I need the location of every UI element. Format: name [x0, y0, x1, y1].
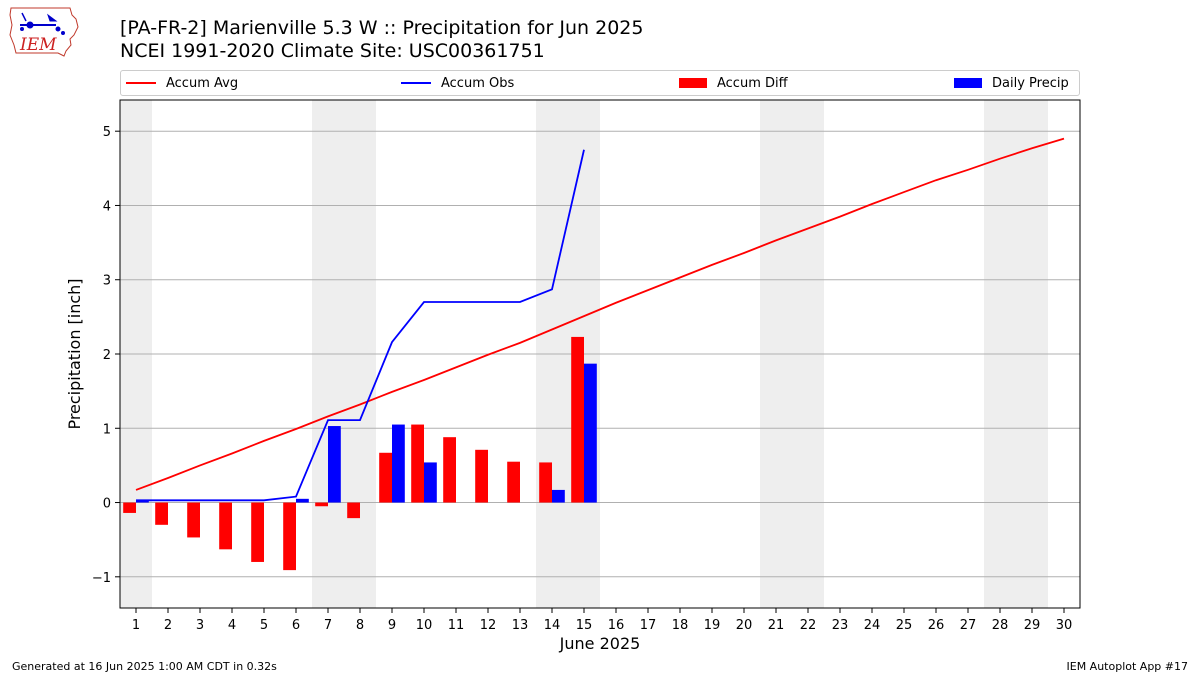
daily-precip-bar — [328, 426, 341, 503]
x-tick-label: 26 — [928, 618, 945, 633]
x-tick-label: 29 — [1024, 618, 1041, 633]
x-tick-label: 23 — [832, 618, 849, 633]
x-tick-label: 16 — [608, 618, 625, 633]
y-tick-label: −1 — [92, 571, 111, 586]
legend-swatch — [126, 82, 156, 84]
accum-diff-bar — [155, 502, 168, 525]
accum-diff-bar — [315, 502, 328, 507]
x-axis-label: June 2025 — [559, 634, 641, 653]
y-tick-label: 5 — [103, 125, 111, 140]
chart-subtitle: NCEI 1991-2020 Climate Site: USC00361751 — [120, 40, 545, 62]
iem-logo[interactable]: IEM — [8, 5, 80, 59]
grid-lines — [120, 130, 1080, 578]
accum-diff-bar — [219, 502, 232, 550]
x-tick-label: 11 — [448, 618, 465, 633]
accum-diff-bar — [379, 452, 392, 503]
x-tick-label: 9 — [388, 618, 396, 633]
legend-swatch — [954, 78, 982, 88]
weather-station-icon — [20, 12, 65, 35]
y-tick-label: 1 — [103, 422, 111, 437]
x-tick-label: 5 — [260, 618, 268, 633]
y-axis-label: Precipitation [inch] — [65, 278, 84, 429]
lines — [135, 137, 1065, 502]
y-tick-label: 2 — [103, 348, 111, 363]
x-tick-label: 30 — [1056, 618, 1073, 633]
x-tick-label: 18 — [672, 618, 689, 633]
y-tick-label: 3 — [103, 274, 111, 289]
legend-item-accum-obs[interactable]: Accum Obs — [401, 71, 514, 95]
daily-precip-bar — [424, 462, 437, 503]
y-tick-label: 4 — [103, 199, 111, 214]
x-tick-label: 4 — [228, 618, 236, 633]
daily-precip-bar — [296, 498, 309, 503]
logo-text: IEM — [19, 35, 57, 55]
accum-diff-bar — [251, 502, 264, 562]
x-tick-label: 15 — [576, 618, 593, 633]
legend-item-accum-diff[interactable]: Accum Diff — [679, 71, 788, 95]
legend-label: Accum Avg — [166, 75, 239, 91]
iowa-state-outline-icon — [9, 7, 79, 57]
accum-diff-bar — [347, 502, 360, 519]
chart-title: [PA-FR-2] Marienville 5.3 W :: Precipita… — [120, 17, 644, 39]
x-tick-label: 8 — [356, 618, 364, 633]
accum-diff-bar — [283, 502, 296, 571]
x-tick-label: 27 — [960, 618, 977, 633]
x-tick-label: 28 — [992, 618, 1009, 633]
x-tick-label: 17 — [640, 618, 657, 633]
accum-obs-line — [136, 149, 585, 502]
legend-swatch — [679, 78, 707, 88]
accum-diff-bar — [123, 502, 136, 513]
legend-label: Daily Precip — [992, 75, 1069, 91]
daily-precip-bar — [392, 424, 405, 503]
legend: Accum Avg Accum Obs Accum Diff Daily Pre… — [120, 70, 1080, 96]
legend-swatch — [401, 82, 431, 84]
x-tick-label: 21 — [768, 618, 785, 633]
x-tick-label: 3 — [196, 618, 204, 633]
x-tick-label: 19 — [704, 618, 721, 633]
daily-precip-bar — [552, 489, 565, 503]
legend-item-accum-avg[interactable]: Accum Avg — [126, 71, 238, 95]
accum-diff-bar — [443, 437, 456, 503]
accum-diff-bar — [507, 461, 520, 503]
footer-app: IEM Autoplot App #17 — [1066, 660, 1189, 673]
x-tick-label: 24 — [864, 618, 881, 633]
x-tick-label: 12 — [480, 618, 497, 633]
legend-label: Accum Obs — [441, 75, 515, 91]
accum-diff-bar — [187, 502, 200, 538]
footer-generated: Generated at 16 Jun 2025 1:00 AM CDT in … — [12, 660, 277, 673]
accum-diff-bar — [411, 424, 424, 503]
daily-precip-bar — [136, 500, 149, 503]
x-tick-label: 2 — [164, 618, 172, 633]
x-tick-label: 22 — [800, 618, 817, 633]
daily-precip-bar — [584, 363, 597, 503]
x-tick-label: 1 — [132, 618, 140, 633]
x-tick-label: 10 — [416, 618, 433, 633]
accum-diff-bar — [475, 449, 488, 503]
legend-label: Accum Diff — [717, 75, 788, 91]
x-tick-label: 25 — [896, 618, 913, 633]
accum-diff-bar — [539, 462, 552, 503]
bars — [123, 336, 597, 571]
x-tick-label: 6 — [292, 618, 300, 633]
accum-diff-bar — [571, 336, 584, 503]
x-tick-label: 20 — [736, 618, 753, 633]
x-tick-label: 7 — [324, 618, 332, 633]
x-tick-label: 13 — [512, 618, 529, 633]
accum-avg-line — [135, 137, 1065, 491]
x-tick-label: 14 — [544, 618, 561, 633]
legend-item-daily-precip[interactable]: Daily Precip — [954, 71, 1069, 95]
y-tick-label: 0 — [103, 497, 111, 512]
